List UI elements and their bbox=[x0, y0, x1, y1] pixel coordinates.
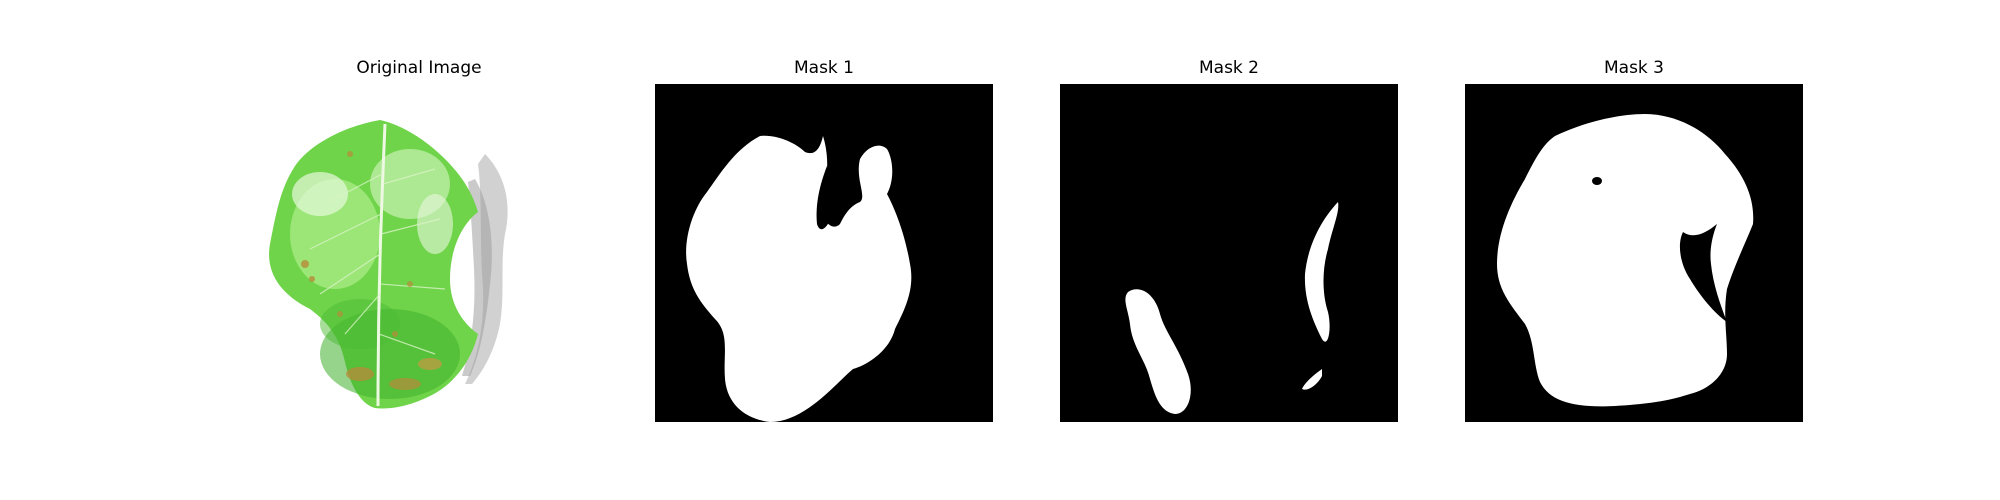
mask-2-image bbox=[1060, 84, 1398, 422]
mask-3-title: Mask 3 bbox=[1603, 58, 1664, 78]
original-image-title: Original Image bbox=[356, 58, 482, 78]
mask-3-panel: Mask 3 bbox=[1465, 58, 1803, 422]
original-image-panel: Original Image bbox=[250, 58, 588, 422]
mask-3-image bbox=[1465, 84, 1803, 422]
mask-2-panel: Mask 2 bbox=[1060, 58, 1398, 422]
mask-1-image bbox=[655, 84, 993, 422]
mask-1-panel: Mask 1 bbox=[655, 58, 993, 422]
mask-2-title: Mask 2 bbox=[1198, 58, 1259, 78]
mask-1-title: Mask 1 bbox=[793, 58, 854, 78]
original-leaf-image bbox=[250, 84, 588, 422]
